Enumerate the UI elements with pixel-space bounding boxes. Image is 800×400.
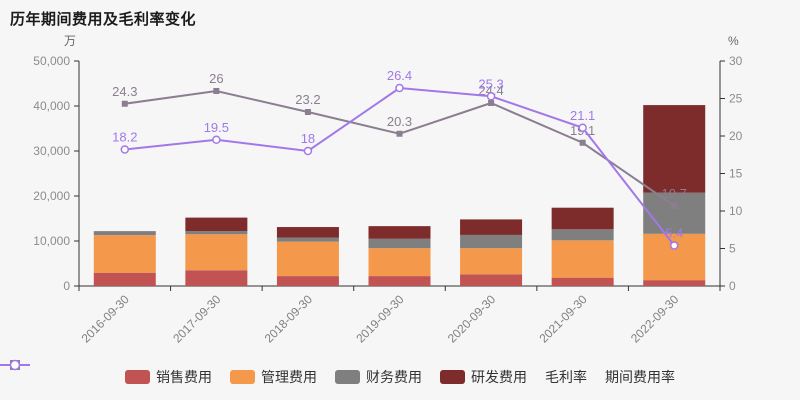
right-axis-tick-label: 30: [729, 54, 743, 68]
expense-ratio-point-0[interactable]: [120, 145, 130, 154]
legend-swatch-sales-expense: [125, 370, 150, 384]
bar-rd-expense-3[interactable]: [368, 226, 431, 239]
x-axis-label: 2017-09-30: [170, 292, 224, 346]
bar-sales-expense-4[interactable]: [460, 274, 523, 286]
bar-finance-expense-6[interactable]: [643, 192, 706, 234]
chart-canvas: 0 10,000 20,000 30,000 40,000 50,000 万 0 5 10 15 20…: [33, 34, 743, 346]
gross-margin-point-5[interactable]: [579, 139, 586, 146]
legend-label-finance-expense: 财务费用: [366, 369, 422, 385]
expense-ratio-point-label: 21.1: [570, 108, 595, 123]
gross-margin-point-label: 10.7: [662, 186, 687, 201]
gross-margin-point-0[interactable]: [121, 100, 128, 107]
left-axis-tick-label: 40,000: [33, 99, 70, 113]
bar-finance-expense-1[interactable]: [185, 231, 248, 235]
bar-sales-expense-3[interactable]: [368, 276, 431, 286]
bar-finance-expense-0[interactable]: [93, 231, 156, 236]
right-axis-tick-label: 25: [729, 92, 743, 106]
legend-sales-expense[interactable]: 销售费用: [125, 367, 212, 387]
expense-ratio-point-label: 5.4: [665, 226, 683, 241]
expense-ratio-point-4[interactable]: [486, 92, 496, 101]
expense-ratio-point-label: 18.2: [112, 130, 137, 145]
bar-rd-expense-1[interactable]: [185, 217, 248, 232]
gross-margin-point-label: 26: [209, 71, 223, 86]
legend-label-sales-expense: 销售费用: [156, 369, 212, 385]
gross-margin-point-6[interactable]: [671, 202, 678, 209]
gross-margin-point-4[interactable]: [488, 100, 495, 106]
legend-mark-expense-ratio: [0, 359, 30, 371]
legend-swatch-admin-expense: [230, 370, 255, 384]
expense-ratio-point-6[interactable]: [669, 241, 679, 250]
right-axis-tick-label: 10: [729, 204, 743, 218]
gross-margin-point-2[interactable]: [304, 109, 311, 115]
bar-sales-expense-5[interactable]: [551, 277, 614, 286]
expense-ratio-point-1[interactable]: [212, 135, 221, 144]
legend-label-gross-margin: 毛利率: [545, 369, 587, 385]
legend-finance-expense[interactable]: 财务费用: [335, 367, 422, 387]
legend-expense-ratio[interactable]: 期间费用率: [0, 359, 675, 387]
expense-ratio-point-3[interactable]: [395, 83, 404, 93]
right-axis-unit: %: [728, 34, 739, 48]
gross-margin-point-label: 20.3: [387, 114, 412, 129]
legend-label-rd-expense: 研发费用: [471, 369, 527, 385]
left-axis-tick-label: 20,000: [33, 189, 70, 203]
bar-sales-expense-6[interactable]: [643, 280, 706, 286]
bar-admin-expense-0[interactable]: [93, 235, 156, 273]
left-axis-unit: 万: [64, 34, 76, 48]
x-axis-label: 2018-09-30: [262, 292, 316, 346]
right-axis-tick-label: 20: [729, 129, 743, 143]
legend-admin-expense[interactable]: 管理费用: [230, 367, 317, 387]
left-axis-tick-label: 10,000: [33, 234, 70, 248]
gross-margin-point-label: 23.2: [295, 92, 320, 107]
bar-rd-expense-2[interactable]: [276, 227, 339, 238]
right-axis-tick-label: 15: [729, 167, 743, 181]
bar-sales-expense-2[interactable]: [276, 276, 339, 286]
bar-admin-expense-1[interactable]: [185, 234, 248, 271]
legend-swatch-finance-expense: [335, 370, 360, 384]
left-axis-tick-label: 30,000: [33, 144, 70, 158]
left-axis-tick-label: 0: [63, 279, 70, 293]
bar-sales-expense-1[interactable]: [185, 270, 248, 286]
x-axis-label: 2021-09-30: [536, 292, 590, 346]
bar-sales-expense-0[interactable]: [93, 272, 156, 286]
bar-rd-expense-6[interactable]: [643, 105, 706, 193]
expense-ratio-point-2[interactable]: [303, 146, 313, 156]
legend-label-admin-expense: 管理费用: [261, 369, 317, 385]
chart-title: 历年期间费用及毛利率变化: [10, 11, 197, 28]
bar-finance-expense-5[interactable]: [551, 229, 614, 241]
bar-admin-expense-3[interactable]: [368, 248, 431, 277]
gross-margin-point-3[interactable]: [396, 130, 403, 137]
x-axis-label: 2019-09-30: [353, 292, 407, 346]
left-axis-tick-label: 50,000: [33, 54, 70, 68]
expense-ratio-point-5[interactable]: [578, 123, 587, 132]
legend-rd-expense[interactable]: 研发费用: [440, 367, 527, 387]
legend-gross-margin[interactable]: 毛利率: [0, 360, 587, 387]
bar-finance-expense-3[interactable]: [368, 238, 431, 249]
bar-rd-expense-4[interactable]: [460, 219, 523, 235]
expense-ratio-point-label: 18: [301, 131, 315, 146]
gross-margin-point-1[interactable]: [213, 88, 220, 94]
bar-admin-expense-6[interactable]: [643, 233, 706, 281]
x-axis-label: 2016-09-30: [79, 292, 133, 346]
gross-margin-point-label: 24.3: [112, 84, 137, 99]
legend-swatch-rd-expense: [440, 370, 465, 384]
right-axis-tick-label: 5: [729, 242, 736, 256]
bar-admin-expense-2[interactable]: [276, 241, 339, 277]
chart-legend: 销售费用 管理费用 财务费用 研发费用 毛利率 期间费用率: [0, 358, 800, 396]
bar-admin-expense-4[interactable]: [460, 248, 523, 275]
x-axis-label: 2020-09-30: [445, 292, 499, 346]
expense-ratio-point-label: 19.5: [204, 120, 229, 135]
expense-ratio-point-label: 26.4: [387, 68, 412, 83]
bar-finance-expense-4[interactable]: [460, 234, 523, 249]
right-axis-tick-label: 0: [729, 279, 736, 293]
legend-label-expense-ratio: 期间费用率: [605, 369, 675, 385]
x-axis-label: 2022-09-30: [628, 292, 682, 346]
gross-margin-point-label: 24.4: [478, 83, 503, 98]
expense-ratio-point-label: 25.3: [478, 76, 503, 91]
bar-admin-expense-5[interactable]: [551, 240, 614, 278]
bar-finance-expense-2[interactable]: [276, 237, 339, 242]
bar-rd-expense-5[interactable]: [551, 207, 614, 230]
